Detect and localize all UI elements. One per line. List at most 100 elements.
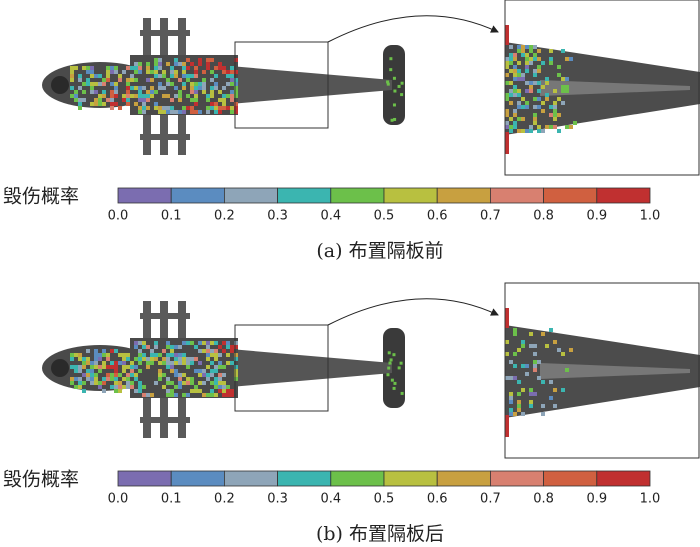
damage-pixel — [114, 365, 118, 369]
damage-pixel — [214, 381, 218, 385]
colorbar-segment — [543, 470, 598, 487]
colorbar-tick: 0.3 — [267, 209, 288, 224]
damage-pixel — [186, 78, 190, 82]
damage-pixel — [106, 377, 110, 381]
damage-pixel — [70, 86, 74, 90]
damage-pixel — [198, 82, 202, 86]
damage-pixel — [541, 404, 545, 408]
damage-pixel — [553, 113, 557, 117]
damage-pixel — [557, 97, 561, 101]
damage-pixel — [517, 380, 521, 384]
damage-pixel — [178, 90, 182, 94]
damage-pixel — [86, 369, 90, 373]
damage-pixel — [533, 97, 537, 101]
damage-pixel — [162, 373, 166, 377]
damage-pixel — [509, 125, 513, 129]
damage-pixel — [82, 373, 86, 377]
damage-pixel — [222, 70, 226, 74]
damage-pixel — [102, 102, 106, 106]
damage-pixel — [110, 106, 114, 110]
damage-pixel — [174, 94, 178, 98]
damage-pixel — [553, 109, 557, 113]
damage-pixel — [186, 74, 190, 78]
damage-pixel — [206, 373, 210, 377]
damage-pixel — [190, 389, 194, 393]
damage-pixel — [513, 57, 517, 61]
damage-pixel — [234, 357, 238, 361]
damage-pixel — [218, 90, 222, 94]
damage-pixel — [230, 361, 234, 365]
colorbar-label: 毁伤概率 — [3, 469, 79, 491]
stub-bar — [140, 417, 190, 423]
damage-pixel — [210, 353, 214, 357]
damage-pixel — [210, 369, 214, 373]
damage-pixel — [222, 389, 226, 393]
damage-pixel — [198, 110, 202, 114]
colorbar-tick: 1.0 — [640, 209, 661, 224]
damage-pixel — [509, 360, 513, 364]
damage-pixel — [90, 361, 94, 365]
damage-pixel — [202, 341, 206, 345]
damage-pixel — [98, 353, 102, 357]
damage-pixel — [222, 98, 226, 102]
damage-pixel — [222, 341, 226, 345]
damage-pixel — [392, 76, 396, 80]
damage-pixel — [545, 93, 549, 97]
damage-pixel — [541, 109, 545, 113]
damage-pixel — [90, 369, 94, 373]
damage-pixel — [214, 74, 218, 78]
damage-pixel — [537, 360, 541, 364]
damage-pixel — [122, 385, 126, 389]
damage-pixel — [513, 113, 517, 117]
damage-pixel — [106, 98, 110, 102]
damage-pixel — [194, 102, 198, 106]
damage-pixel — [146, 357, 150, 361]
damage-pixel — [214, 110, 218, 114]
damage-pixel — [122, 365, 126, 369]
damage-pixel — [174, 70, 178, 74]
damage-pixel — [122, 94, 126, 98]
damage-pixel — [70, 365, 74, 369]
damage-pixel — [537, 65, 541, 69]
damage-pixel — [114, 385, 118, 389]
damage-pixel — [102, 78, 106, 82]
damage-pixel — [202, 82, 206, 86]
damage-pixel — [565, 57, 569, 61]
damage-pixel — [513, 328, 517, 332]
damage-pixel — [118, 385, 122, 389]
damage-pixel — [206, 98, 210, 102]
damage-pixel — [114, 70, 118, 74]
damage-pixel — [82, 389, 86, 393]
damage-pixel — [218, 381, 222, 385]
damage-pixel — [102, 381, 106, 385]
damage-pixel — [206, 357, 210, 361]
damage-pixel — [122, 357, 126, 361]
damage-pixel — [541, 412, 545, 416]
damage-pixel — [86, 66, 90, 70]
damage-pixel — [78, 353, 82, 357]
damage-pixel — [565, 77, 569, 81]
damage-pixel — [529, 344, 533, 348]
damage-pixel — [138, 385, 142, 389]
damage-pixel — [158, 373, 162, 377]
damage-pixel — [138, 369, 142, 373]
damage-pixel — [86, 361, 90, 365]
stub — [143, 395, 151, 438]
damage-pixel — [569, 57, 573, 61]
damage-pixel — [182, 62, 186, 66]
stub — [178, 301, 186, 341]
damage-pixel — [386, 82, 390, 86]
damage-pixel — [230, 78, 234, 82]
stub-bar — [140, 30, 190, 36]
damage-pixel — [146, 90, 150, 94]
damage-pixel — [400, 81, 404, 85]
damage-pixel — [218, 98, 222, 102]
colorbar-segment — [543, 187, 598, 204]
tail-boom — [230, 349, 392, 387]
damage-pixel — [162, 106, 166, 110]
panel: 毁伤概率 0.0 0.1 0.2 0.3 0.4 0.5 0.6 0.7 0.8 0.9 1.0 (b)… — [3, 282, 700, 545]
damage-pixel — [198, 381, 202, 385]
damage-pixel — [158, 62, 162, 66]
damage-pixel — [230, 106, 234, 110]
colorbar-segment — [170, 470, 225, 487]
